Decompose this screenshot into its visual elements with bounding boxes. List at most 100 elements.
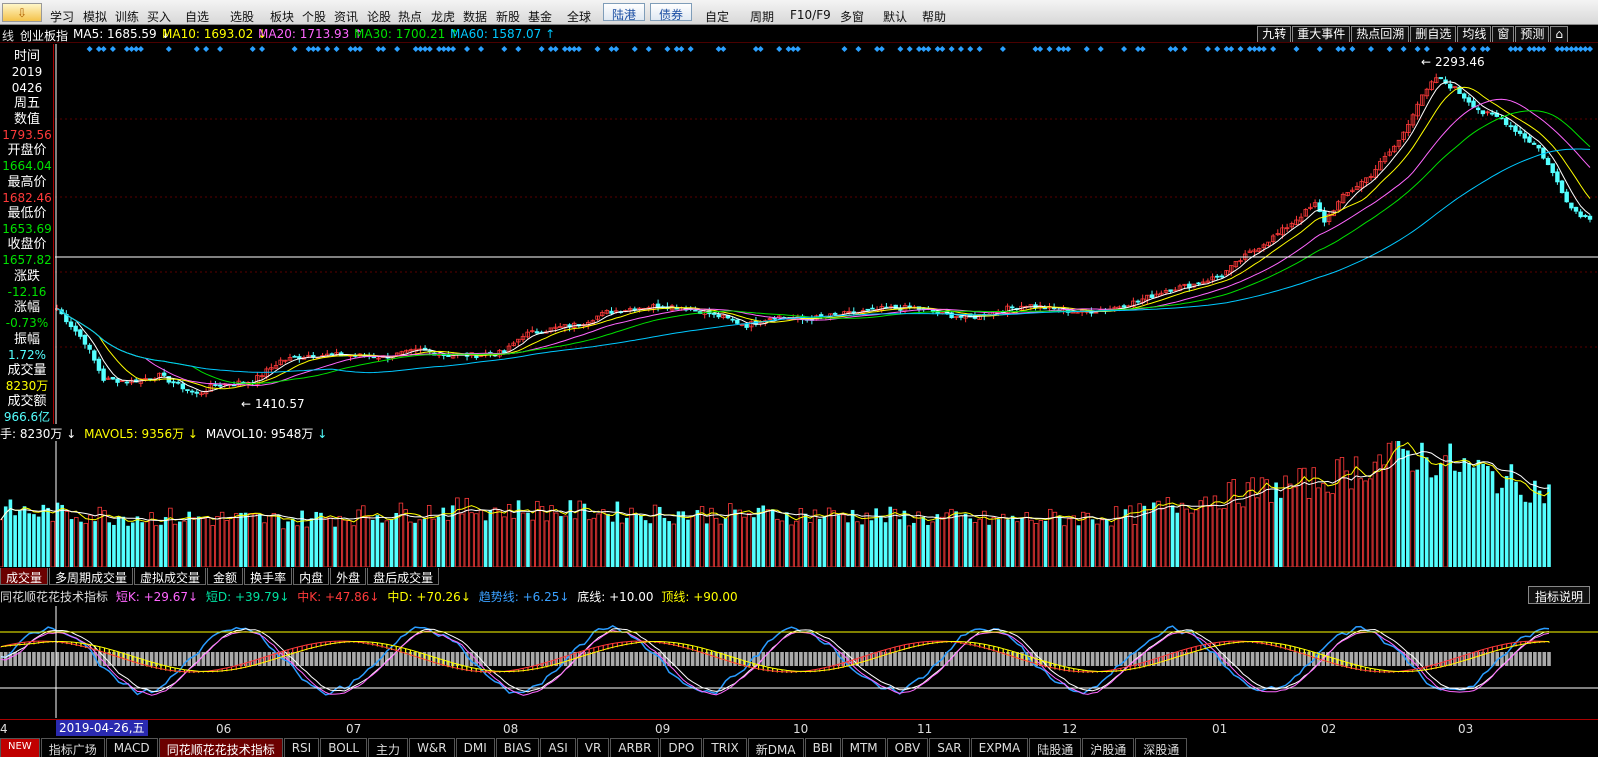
toolbar-stocks[interactable]: 个股 — [302, 10, 327, 24]
toolbar-hotspots[interactable]: 热点 — [398, 10, 423, 24]
tab-main-force[interactable]: 主力 — [368, 738, 409, 757]
tab-arbr[interactable]: ARBR — [610, 738, 660, 757]
toolbar-global[interactable]: 全球 — [567, 10, 592, 24]
tab-remove-watchlist[interactable]: 删自选 — [1410, 26, 1457, 42]
toolbar-bonds[interactable]: 债券 — [650, 3, 693, 22]
tab-turnover[interactable]: 换手率 — [244, 568, 293, 585]
tab-trix[interactable]: TRIX — [703, 738, 747, 757]
toolbar-period[interactable]: 周期 — [750, 10, 775, 24]
toolbar-sectors[interactable]: 板块 — [270, 10, 295, 24]
event-diamond — [1531, 46, 1538, 52]
tab-obv[interactable]: OBV — [886, 738, 929, 757]
tab-bias[interactable]: BIAS — [495, 738, 540, 757]
volume-bar — [652, 504, 658, 567]
tab-amount[interactable]: 金额 — [207, 568, 244, 585]
gray-band-bar — [102, 652, 107, 666]
candle-body — [1280, 227, 1285, 236]
volume-bar — [1184, 508, 1189, 567]
toolbar-default[interactable]: 默认 — [883, 10, 908, 24]
gray-band-bar — [1368, 652, 1373, 666]
volume-chart[interactable] — [0, 441, 1598, 567]
toolbar-ipo[interactable]: 新股 — [496, 10, 521, 24]
tab-virtual-volume[interactable]: 虚拟成交量 — [134, 568, 207, 585]
tab-dpo[interactable]: DPO — [660, 738, 703, 757]
toolbar-custom[interactable]: 自定 — [705, 10, 730, 24]
tab-wr[interactable]: W&R — [409, 738, 455, 757]
tab-volume[interactable]: 成交量 — [0, 568, 49, 585]
download-arrow-icon[interactable]: ⇩ — [2, 3, 42, 22]
volume-bar — [690, 515, 695, 567]
gray-band-bar — [41, 652, 46, 666]
tab-hotspot-review[interactable]: 热点回溯 — [1351, 26, 1410, 42]
event-diamond — [897, 46, 904, 52]
tab-macd[interactable]: MACD — [105, 738, 158, 757]
tab-sh-connect[interactable]: 沪股通 — [1082, 738, 1135, 757]
tab-dmi[interactable]: DMI — [455, 738, 495, 757]
tab-asi[interactable]: ASI — [540, 738, 576, 757]
tab-rsi[interactable]: RSI — [283, 738, 320, 757]
tab-bbi[interactable]: BBI — [804, 738, 841, 757]
tab-stock-connect[interactable]: 陆股通 — [1029, 738, 1082, 757]
toolbar-learn[interactable]: 学习 — [50, 10, 75, 24]
event-diamond — [948, 46, 955, 52]
gray-band-bar — [930, 652, 935, 666]
tab-new-dma[interactable]: 新DMA — [747, 738, 804, 757]
tab-vr[interactable]: VR — [576, 738, 610, 757]
toolbar-simulate[interactable]: 模拟 — [83, 10, 108, 24]
tab-major-events[interactable]: 重大事件 — [1292, 26, 1351, 42]
indicator-explain-button[interactable]: 指标说明 — [1527, 586, 1590, 604]
tab-after-hours-volume[interactable]: 盘后成交量 — [367, 568, 440, 585]
candle-body — [1308, 206, 1313, 209]
toolbar-hk-connect[interactable]: 陆港 — [603, 3, 646, 22]
left-info-panel: 时间 2019 0426 周五 数值 1793.56 开盘价 1664.04 最… — [0, 44, 54, 424]
gray-band-bar — [902, 652, 907, 666]
toolbar-watchlist[interactable]: 自选 — [185, 10, 210, 24]
event-diamond — [999, 46, 1006, 52]
event-markers[interactable] — [86, 46, 1593, 52]
toolbar-f10[interactable]: F10/F9 — [790, 8, 831, 22]
toolbar-multi-window[interactable]: 多窗 — [840, 10, 865, 24]
toolbar-buy[interactable]: 买入 — [147, 10, 172, 24]
gray-band-bar — [1067, 652, 1071, 666]
tab-expma[interactable]: EXPMA — [970, 738, 1029, 757]
event-diamond — [1223, 46, 1230, 52]
toolbar-train[interactable]: 训练 — [115, 10, 140, 24]
toolbar-help[interactable]: 帮助 — [922, 10, 947, 24]
tab-forecast[interactable]: 预测 — [1515, 26, 1550, 42]
tab-flower-indicator[interactable]: 同花顺花花技术指标 — [158, 738, 283, 757]
toolbar-dragon-tiger[interactable]: 龙虎 — [431, 10, 456, 24]
candle-body — [1485, 111, 1490, 114]
candlestick-chart[interactable]: 2293.46 1410.57 ← ← — [55, 44, 1598, 424]
gray-band-bar — [1391, 652, 1396, 666]
tab-outer-volume[interactable]: 外盘 — [330, 568, 367, 585]
tab-sz-connect[interactable]: 深股通 — [1135, 738, 1188, 757]
lock-icon[interactable]: ⌂ — [1550, 26, 1568, 42]
gray-band-bar — [497, 652, 502, 666]
tab-inner-volume[interactable]: 内盘 — [293, 568, 330, 585]
gray-band-bar — [1100, 652, 1104, 666]
tab-multi-period-volume[interactable]: 多周期成交量 — [49, 568, 134, 585]
toolbar-news[interactable]: 资讯 — [334, 10, 359, 24]
gray-band-bar — [841, 652, 846, 666]
toolbar-forum[interactable]: 论股 — [367, 10, 392, 24]
gray-band-bar — [808, 652, 813, 666]
tab-sar[interactable]: SAR — [929, 738, 970, 757]
indicator-chart[interactable] — [0, 606, 1598, 718]
tab-indicator-square[interactable]: 指标广场 — [40, 738, 105, 757]
tab-window[interactable]: 窗 — [1492, 26, 1515, 42]
event-diamond — [776, 46, 783, 52]
volume-bar — [1015, 521, 1020, 567]
gray-band-bar — [704, 652, 709, 666]
tab-mtm[interactable]: MTM — [841, 738, 886, 757]
toolbar-stock-picker[interactable]: 选股 — [230, 10, 255, 24]
tab-moving-average[interactable]: 均线 — [1457, 26, 1492, 42]
volume-bar — [1453, 470, 1457, 567]
toolbar-data[interactable]: 数据 — [463, 10, 488, 24]
toolbar-funds[interactable]: 基金 — [528, 10, 553, 24]
low-label: 最低价 — [7, 206, 47, 221]
candles[interactable] — [55, 73, 1593, 398]
gray-band-bar — [615, 652, 620, 666]
tab-nine-turn[interactable]: 九转 — [1257, 26, 1292, 42]
gray-band-bar — [229, 652, 234, 666]
tab-boll[interactable]: BOLL — [320, 738, 368, 757]
